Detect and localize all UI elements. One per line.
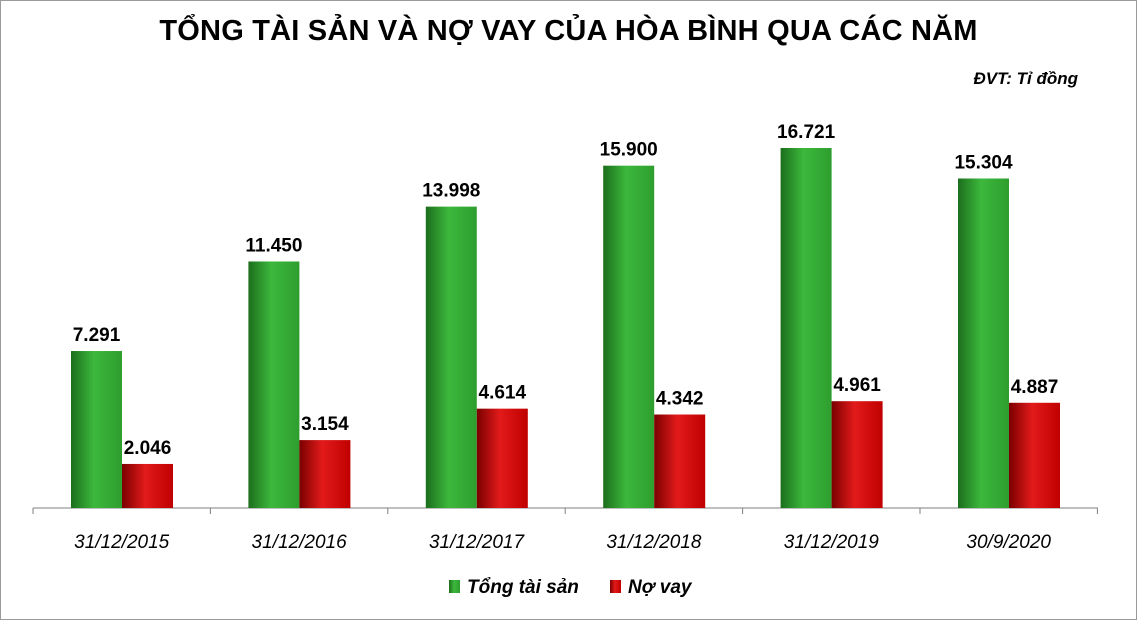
bar-total-assets bbox=[71, 351, 122, 508]
bar-total-assets bbox=[425, 206, 477, 509]
data-label: 15.900 bbox=[600, 140, 658, 161]
legend-label: Tổng tài sản bbox=[467, 577, 579, 598]
x-tick-label: 30/9/2020 bbox=[966, 532, 1051, 553]
data-label: 4.887 bbox=[1011, 377, 1059, 398]
data-label: 3.154 bbox=[301, 414, 349, 435]
bar-loans bbox=[654, 414, 706, 508]
unit-label: ĐVT: Tỉ đồng bbox=[973, 69, 1079, 88]
legend-swatch bbox=[610, 580, 621, 593]
bar-total-assets bbox=[780, 148, 832, 508]
bar-loans bbox=[1009, 402, 1060, 508]
bar-total-assets bbox=[603, 165, 655, 509]
data-label: 16.721 bbox=[777, 122, 836, 143]
x-tick-label: 31/12/2019 bbox=[784, 532, 880, 553]
data-label: 13.998 bbox=[422, 181, 480, 202]
bar-loans bbox=[831, 401, 883, 508]
bar-total-assets bbox=[958, 178, 1009, 508]
bar-loans bbox=[299, 440, 351, 508]
bar-loans bbox=[476, 408, 528, 508]
data-label: 2.046 bbox=[124, 438, 172, 459]
data-label: 4.614 bbox=[479, 383, 527, 404]
legend-label: Nợ vay bbox=[628, 577, 693, 598]
x-tick-label: 31/12/2016 bbox=[252, 532, 348, 553]
chart-title: TỔNG TÀI SẢN VÀ NỢ VAY CỦA HÒA BÌNH QUA … bbox=[159, 15, 978, 47]
x-tick-label: 31/12/2018 bbox=[606, 532, 702, 553]
x-tick-label: 31/12/2017 bbox=[429, 532, 526, 553]
legend-swatch bbox=[449, 580, 460, 593]
bar-loans bbox=[122, 463, 173, 508]
data-label: 4.961 bbox=[833, 375, 881, 396]
bar-total-assets bbox=[248, 261, 300, 508]
data-label: 7.291 bbox=[73, 325, 121, 346]
data-label: 11.450 bbox=[245, 235, 302, 256]
data-label: 15.304 bbox=[954, 153, 1013, 174]
x-tick-label: 31/12/2015 bbox=[74, 532, 170, 553]
data-label: 4.342 bbox=[656, 389, 704, 410]
